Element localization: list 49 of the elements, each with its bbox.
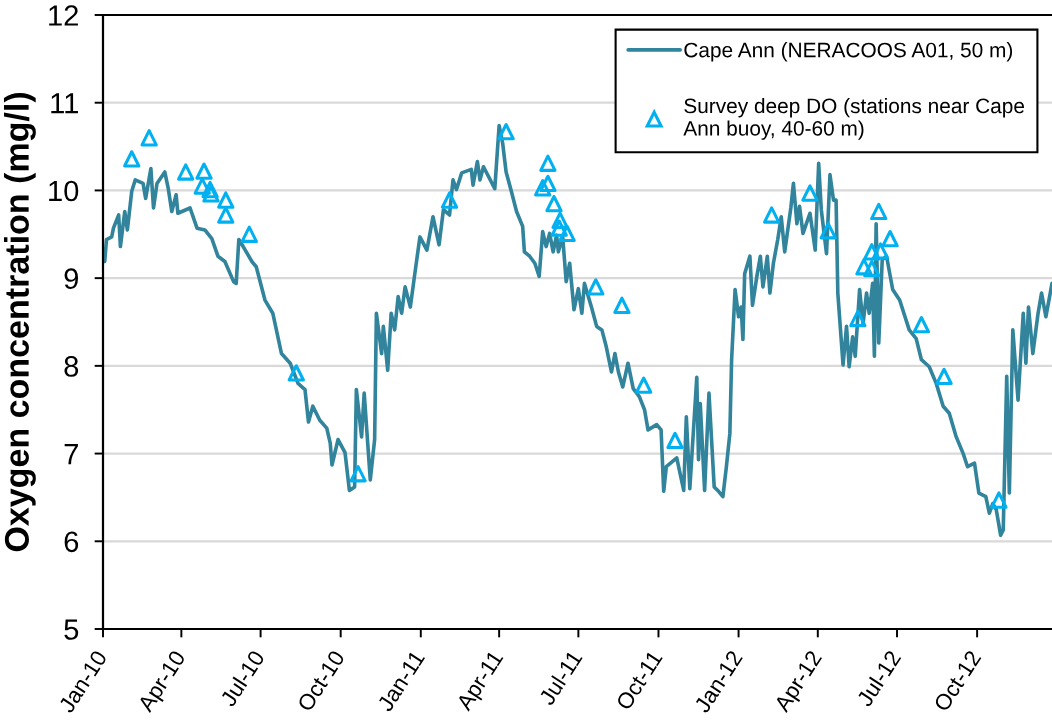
point — [440, 191, 459, 209]
point — [123, 150, 141, 168]
y-tick-label: 5 — [64, 619, 79, 640]
point — [539, 174, 557, 193]
point — [545, 194, 563, 213]
point — [201, 180, 219, 199]
point — [666, 431, 684, 450]
y-tick-label: 10 — [49, 180, 79, 202]
point — [912, 315, 931, 334]
point — [558, 224, 576, 243]
point — [870, 202, 888, 221]
point — [550, 219, 568, 237]
point — [497, 123, 515, 141]
point — [863, 243, 881, 261]
point — [881, 230, 899, 248]
point — [935, 367, 953, 386]
point — [349, 465, 367, 483]
y-tick-label: 7 — [64, 444, 78, 465]
point — [863, 259, 881, 278]
point — [240, 225, 258, 243]
point — [539, 154, 557, 172]
point — [763, 206, 781, 224]
point — [217, 191, 235, 209]
point — [587, 278, 605, 296]
legend-label: Survey deep DO (stations near Cape Ann buoy, 40-60 m) — [683, 97, 1025, 140]
point — [871, 242, 890, 260]
point — [534, 179, 552, 197]
point — [613, 296, 631, 314]
y-tick-label: 6 — [64, 531, 79, 553]
point — [635, 376, 653, 394]
point — [202, 185, 220, 203]
point — [819, 222, 837, 240]
point — [801, 184, 819, 202]
point — [193, 177, 211, 195]
legend-label: Cape Ann (NERACOOS A01, 50 m) — [684, 42, 1013, 62]
y-tick-label: 9 — [64, 268, 79, 289]
y-axis-title: Oxygen concentration (mg/l) — [3, 93, 36, 552]
point — [287, 364, 305, 382]
point — [849, 309, 867, 328]
y-tick-label: 12 — [49, 5, 78, 26]
y-tick-label: 8 — [64, 356, 79, 377]
point — [855, 258, 873, 276]
point — [140, 129, 158, 147]
point — [551, 211, 569, 229]
point — [195, 162, 213, 180]
point — [990, 491, 1008, 509]
y-tick-label: 11 — [51, 93, 78, 114]
point — [177, 163, 195, 181]
point — [217, 206, 235, 224]
